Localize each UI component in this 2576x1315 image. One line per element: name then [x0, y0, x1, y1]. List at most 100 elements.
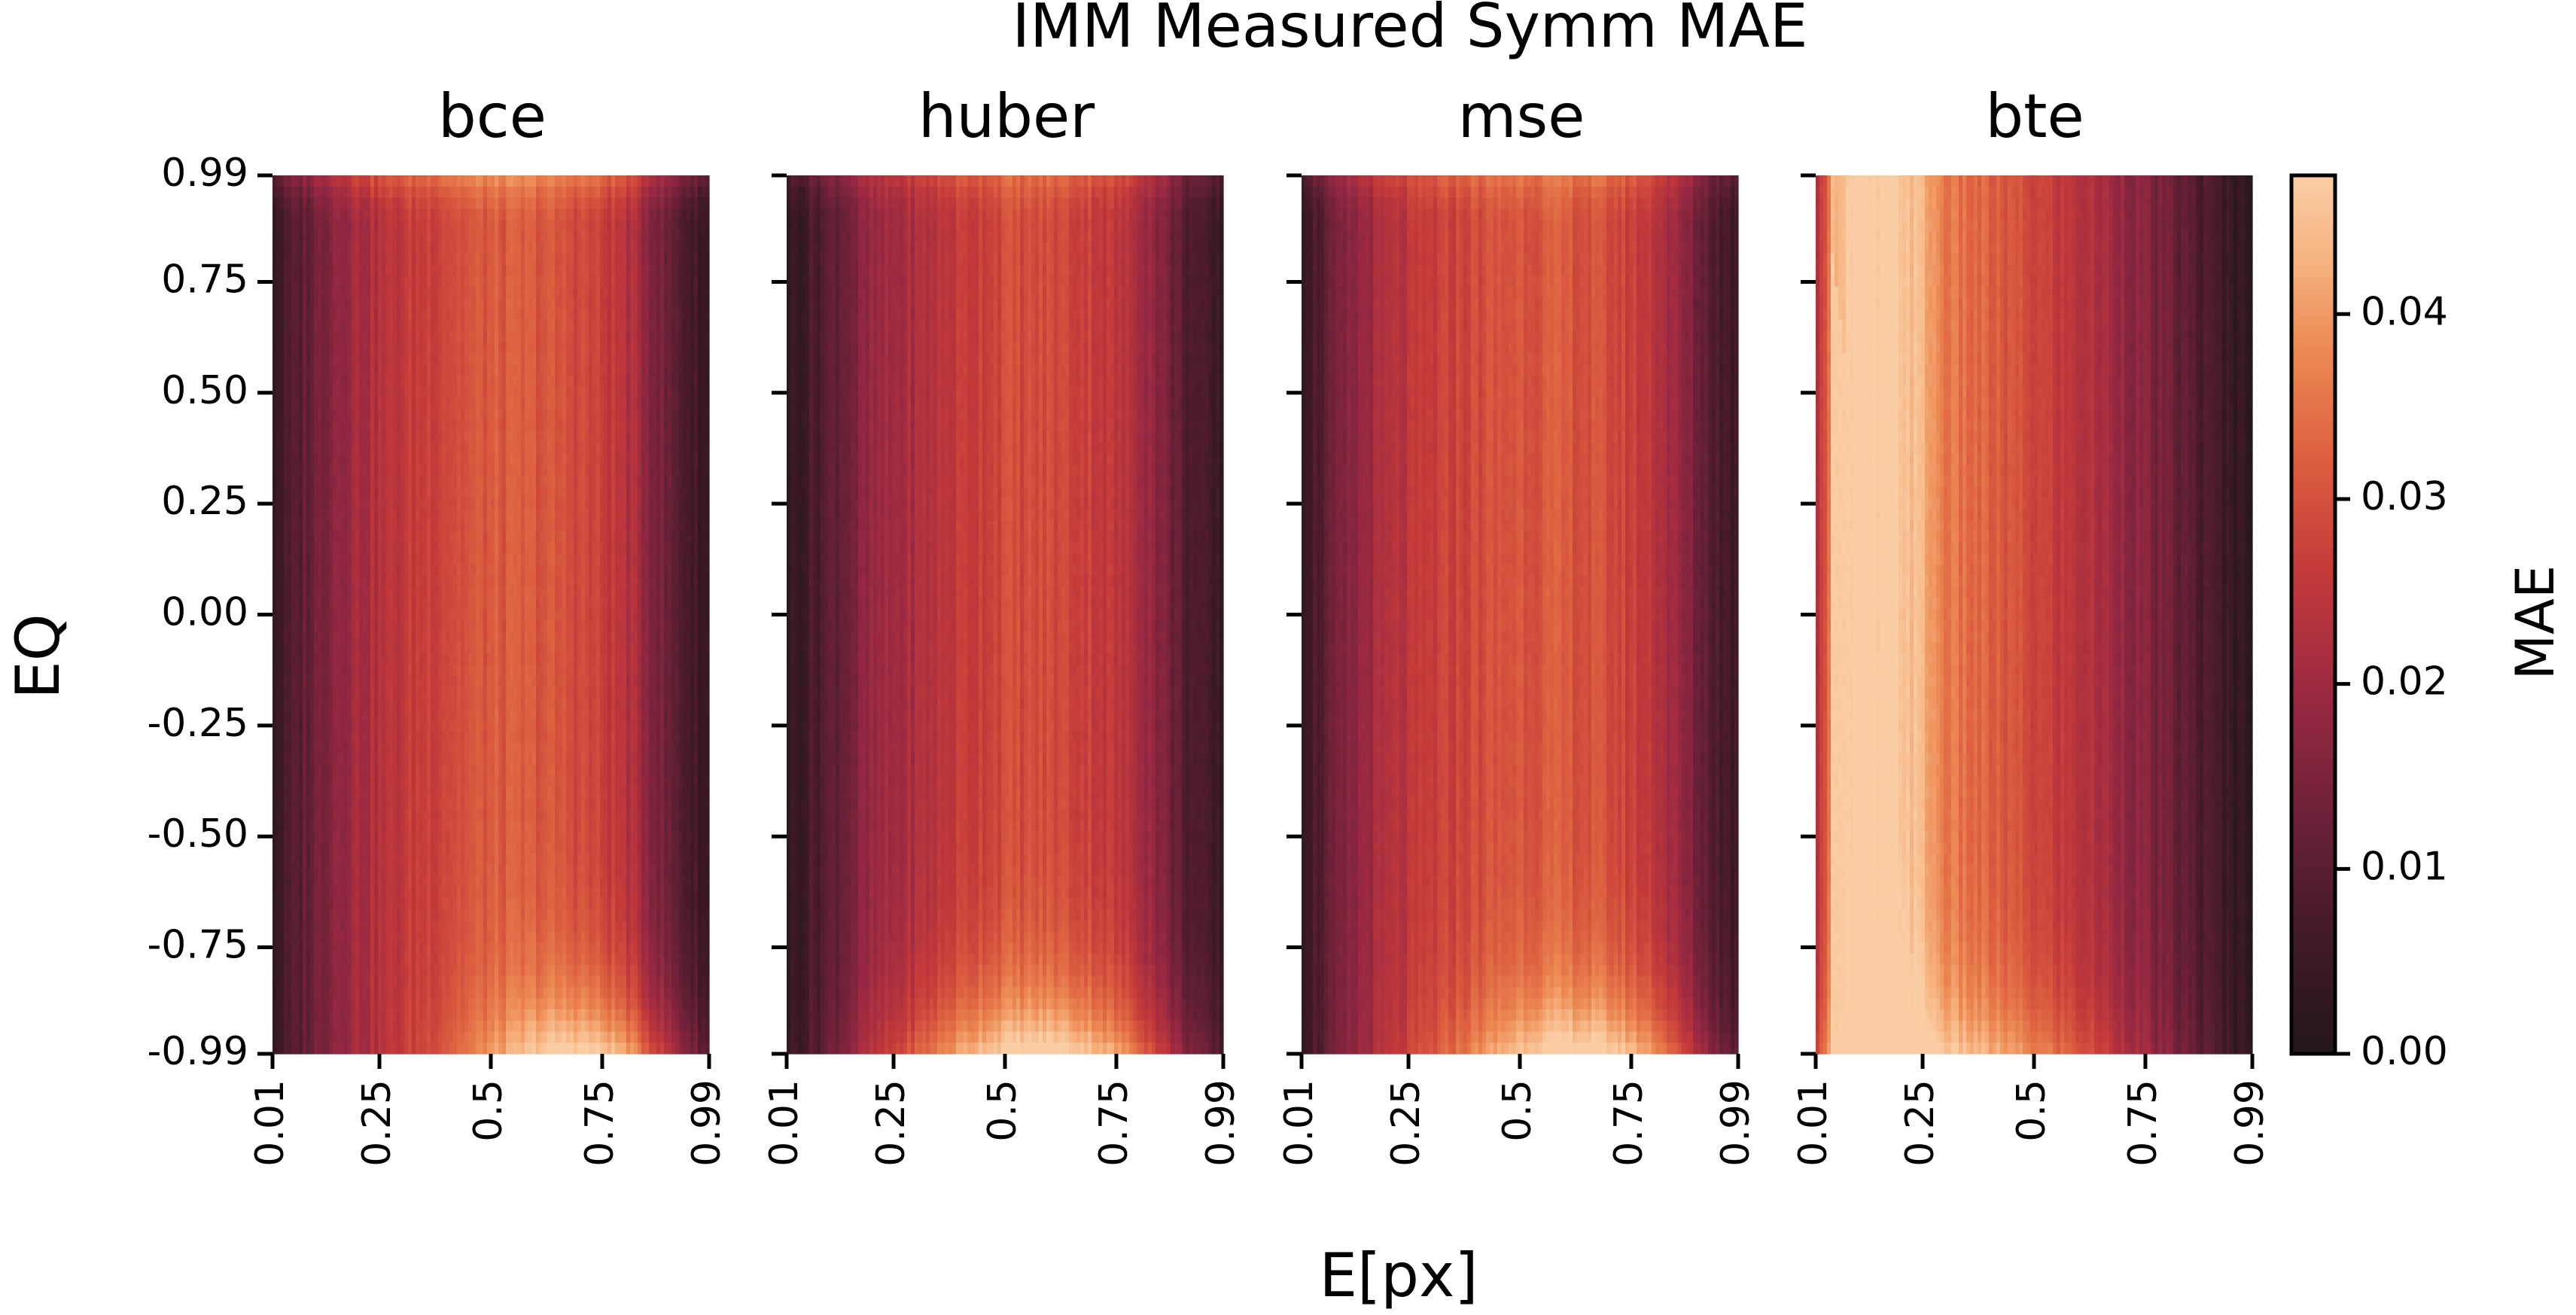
heatmap-cell: [472, 954, 477, 966]
heatmap-cell: [318, 809, 322, 821]
heatmap-cell: [472, 264, 477, 276]
heatmap-cell: [483, 798, 488, 810]
heatmap-cell: [461, 309, 465, 321]
heatmap-cell: [498, 242, 503, 254]
heatmap-cell: [464, 553, 469, 565]
heatmap-cell: [408, 619, 413, 632]
heatmap-cell: [378, 976, 382, 988]
heatmap-cell: [446, 609, 450, 621]
heatmap-cell: [355, 275, 360, 288]
heatmap-cell: [423, 675, 428, 688]
heatmap-cell: [427, 664, 431, 677]
heatmap-cell: [273, 330, 277, 343]
heatmap-cell: [468, 875, 473, 888]
heatmap-cell: [359, 653, 364, 665]
heatmap-cell: [385, 798, 390, 810]
heatmap-cell: [457, 675, 461, 688]
heatmap-cell: [273, 753, 277, 766]
heatmap-cell: [273, 675, 277, 688]
heatmap-cell: [288, 798, 292, 810]
heatmap-cell: [438, 942, 443, 954]
heatmap-cell: [329, 364, 333, 376]
heatmap-cell: [370, 764, 375, 777]
heatmap-cell: [427, 1009, 431, 1021]
heatmap-cell: [333, 453, 337, 465]
heatmap-cell: [352, 653, 356, 665]
heatmap-cell: [419, 631, 424, 644]
heatmap-cell: [408, 464, 413, 476]
heatmap-cell: [446, 553, 450, 565]
heatmap-cell: [464, 753, 469, 766]
heatmap-cell: [431, 742, 435, 754]
heatmap-cell: [306, 976, 311, 988]
heatmap-cell: [344, 920, 349, 933]
heatmap-cell: [280, 987, 285, 999]
heatmap-cell: [367, 664, 371, 677]
heatmap-cell: [400, 464, 405, 476]
heatmap-cell: [472, 854, 477, 866]
heatmap-cell: [480, 565, 484, 577]
heatmap-cell: [288, 609, 292, 621]
heatmap-cell: [472, 742, 477, 754]
heatmap-cell: [344, 375, 349, 388]
heatmap-cell: [325, 875, 330, 888]
heatmap-cell: [483, 553, 488, 565]
heatmap-cell: [370, 698, 375, 710]
heatmap-cell: [284, 431, 288, 443]
heatmap-cell: [495, 675, 499, 688]
heatmap-cell: [468, 509, 473, 521]
heatmap-cell: [502, 954, 507, 966]
heatmap-cell: [273, 864, 277, 877]
heatmap-cell: [273, 475, 277, 488]
heatmap-cell: [318, 787, 322, 799]
heatmap-cell: [498, 954, 503, 966]
heatmap-cell: [438, 286, 443, 299]
heatmap-cell: [306, 565, 311, 577]
heatmap-cell: [336, 586, 341, 598]
heatmap-cell: [318, 1020, 322, 1033]
heatmap-cell: [483, 386, 488, 399]
heatmap-cell: [389, 464, 394, 476]
heatmap-cell: [291, 764, 296, 777]
heatmap-cell: [295, 575, 300, 588]
heatmap-cell: [408, 419, 413, 432]
heatmap-cell: [348, 1031, 352, 1043]
heatmap-cell: [491, 598, 495, 610]
heatmap-cell: [359, 764, 364, 777]
heatmap-cell: [382, 820, 386, 833]
heatmap-cell: [419, 864, 424, 877]
heatmap-cell: [325, 976, 330, 988]
heatmap-cell: [438, 442, 443, 454]
heatmap-cell: [400, 664, 405, 677]
heatmap-cell: [495, 742, 499, 754]
heatmap-cell: [385, 286, 390, 299]
heatmap-cell: [502, 431, 507, 443]
heatmap-cell: [449, 920, 454, 933]
heatmap-cell: [299, 330, 303, 343]
heatmap-cell: [370, 798, 375, 810]
heatmap-cell: [495, 964, 499, 977]
heatmap-cell: [336, 419, 341, 432]
heatmap-cell: [359, 586, 364, 598]
heatmap-cell: [333, 631, 337, 644]
heatmap-cell: [408, 998, 413, 1010]
heatmap-cell: [453, 586, 458, 598]
heatmap-cell: [498, 409, 503, 421]
heatmap-cell: [431, 565, 435, 577]
heatmap-cell: [306, 342, 311, 354]
heatmap-cell: [408, 353, 413, 365]
heatmap-cell: [393, 742, 397, 754]
heatmap-cell: [449, 1009, 454, 1021]
heatmap-cell: [412, 742, 416, 754]
heatmap-cell: [273, 831, 277, 843]
heatmap-cell: [397, 586, 401, 598]
heatmap-cell: [382, 742, 386, 754]
heatmap-cell: [370, 831, 375, 843]
heatmap-cell: [480, 609, 484, 621]
heatmap-cell: [321, 220, 326, 232]
heatmap-cell: [359, 175, 364, 187]
heatmap-cell: [385, 409, 390, 421]
heatmap-cell: [325, 475, 330, 488]
heatmap-cell: [325, 509, 330, 521]
heatmap-cell: [461, 320, 465, 332]
